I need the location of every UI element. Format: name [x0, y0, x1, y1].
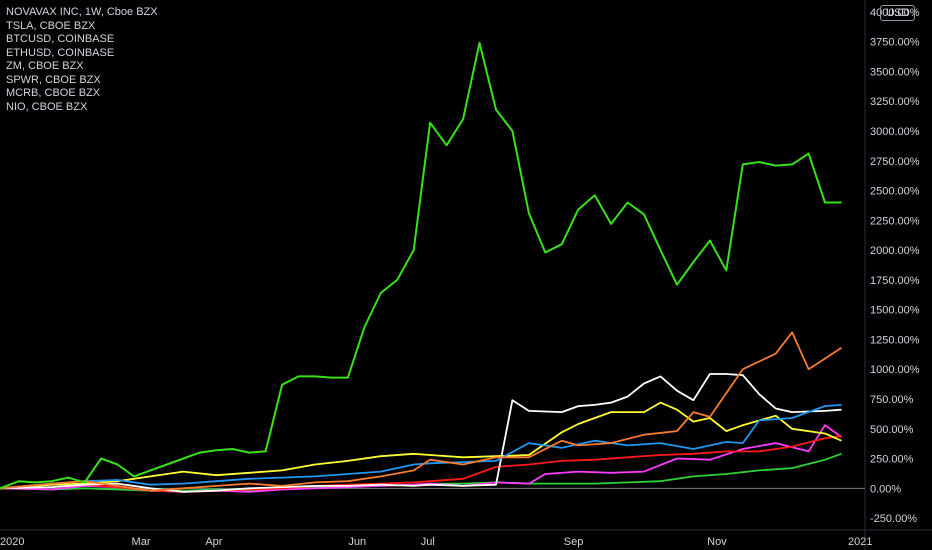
legend-item[interactable]: NIO, CBOE BZX: [6, 100, 88, 113]
x-tick-label: Jul: [421, 536, 435, 548]
y-tick-label: 2750.00%: [870, 156, 920, 168]
x-tick-label: 2020: [0, 536, 24, 548]
x-tick-label: 2021: [848, 536, 872, 548]
currency-button[interactable]: USD: [880, 5, 916, 21]
y-tick-label: 1000.00%: [870, 364, 920, 376]
y-tick-label: 3500.00%: [870, 66, 920, 78]
x-tick-label: Nov: [707, 536, 727, 548]
y-tick-label: -250.00%: [870, 513, 917, 525]
legend-item[interactable]: SPWR, CBOE BZX: [6, 73, 101, 86]
legend-item[interactable]: ZM, CBOE BZX: [6, 60, 84, 72]
series-line[interactable]: [0, 41, 842, 490]
series-line[interactable]: [0, 404, 842, 490]
x-tick-label: Mar: [132, 536, 151, 548]
y-tick-label: 1250.00%: [870, 334, 920, 346]
y-tick-label: 2500.00%: [870, 186, 920, 198]
series-line[interactable]: [0, 401, 842, 490]
y-tick-label: 3000.00%: [870, 126, 920, 138]
legend: NOVAVAX INC, 1W, Cboe BZX TSLA, CBOE BZX…: [6, 6, 158, 114]
series-line[interactable]: [0, 373, 842, 493]
x-tick-label: Sep: [564, 536, 584, 548]
x-tick-label: Jun: [348, 536, 366, 548]
y-tick-label: 0.00%: [870, 483, 901, 495]
legend-item[interactable]: NOVAVAX INC, 1W, Cboe BZX: [6, 6, 158, 18]
y-tick-label: 1500.00%: [870, 305, 920, 317]
legend-item[interactable]: TSLA, CBOE BZX: [6, 19, 96, 32]
y-tick-label: 750.00%: [870, 394, 914, 406]
y-tick-label: 1750.00%: [870, 275, 920, 287]
y-tick-label: 3250.00%: [870, 96, 920, 108]
legend-item[interactable]: ETHUSD, COINBASE: [6, 46, 115, 59]
y-tick-label: 250.00%: [870, 454, 914, 466]
x-tick-label: Apr: [205, 536, 222, 548]
legend-item[interactable]: BTCUSD, COINBASE: [6, 33, 115, 45]
series-line[interactable]: [0, 435, 842, 493]
y-tick-label: 4000.00%: [870, 7, 920, 19]
y-tick-label: 2000.00%: [870, 245, 920, 257]
y-tick-label: 3750.00%: [870, 37, 920, 49]
legend-item[interactable]: MCRB, CBOE BZX: [6, 87, 101, 99]
series-line[interactable]: [0, 331, 842, 492]
y-tick-label: 500.00%: [870, 424, 914, 436]
y-tick-label: 2250.00%: [870, 215, 920, 227]
